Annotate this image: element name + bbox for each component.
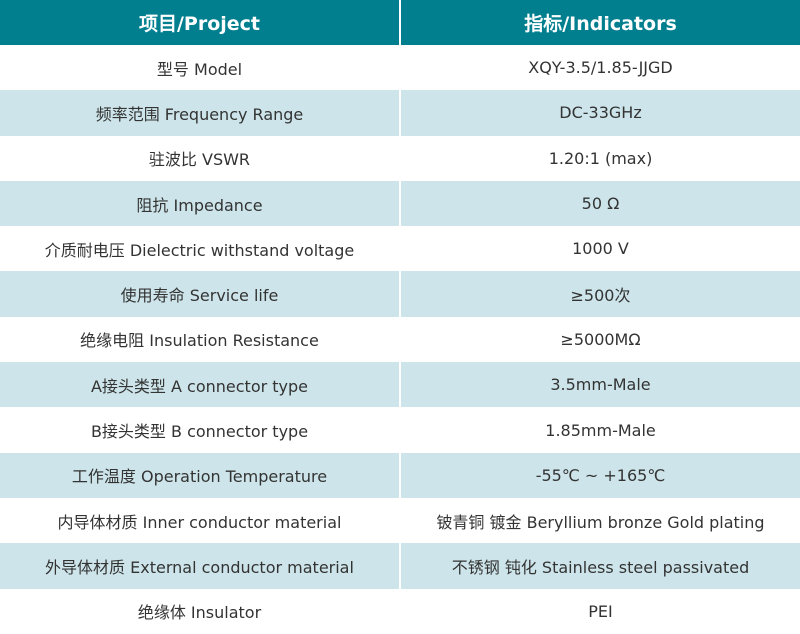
row-indicator: 3.5mm-Male xyxy=(401,362,800,408)
row-indicator: 1000 V xyxy=(572,239,629,259)
row-indicator: 不锈钢 钝化 Stainless steel passivated xyxy=(401,543,800,589)
row-project: 使用寿命 Service life xyxy=(0,271,399,317)
row-indicator: -55℃ ~ +165℃ xyxy=(401,452,800,498)
header-indicators: 指标/Indicators xyxy=(401,0,800,45)
row-project: 介质耐电压 Dielectric withstand voltage xyxy=(44,240,355,260)
row-indicator: ≥500次 xyxy=(401,271,800,317)
row-indicator: 1.85mm-Male xyxy=(545,420,656,440)
table-header: 项目/Project 指标/Indicators xyxy=(0,0,800,45)
row-project: 外导体材质 External conductor material xyxy=(0,543,399,589)
table-row: A接头类型 A connector type 3.5mm-Male xyxy=(0,362,800,408)
table-body: 型号 Model XQY-3.5/1.85-JJGD 频率范围 Frequency … xyxy=(0,45,800,634)
table-row: 阻抗 Impedance 50 Ω xyxy=(0,180,800,227)
table-row: 外导体材质 External conductor material 不锈钢 钝化 … xyxy=(0,543,800,589)
row-project: 工作温度 Operation Temperature xyxy=(0,452,399,498)
row-project: 绝缘电阻 Insulation Resistance xyxy=(80,331,319,351)
row-project: 绝缘体 Insulator xyxy=(137,603,262,623)
table-row: B接头类型 B connector type 1.85mm-Male xyxy=(0,407,800,452)
table-row: 使用寿命 Service life ≥500次 xyxy=(0,271,800,317)
row-project: A接头类型 A connector type xyxy=(0,362,399,408)
row-indicator: ≥5000MΩ xyxy=(560,329,641,349)
row-indicator: XQY-3.5/1.85-JJGD xyxy=(528,58,673,78)
table-row: 内导体材质 Inner conductor material 铍青铜 镀金 Ber… xyxy=(0,498,800,543)
row-indicator: PEI xyxy=(588,601,613,621)
table-row: 介质耐电压 Dielectric withstand voltage 1000 V xyxy=(0,226,800,271)
row-indicator: 铍青铜 镀金 Beryllium bronze Gold plating xyxy=(436,512,765,532)
row-project: B接头类型 B connector type xyxy=(90,422,309,442)
table-row: 型号 Model XQY-3.5/1.85-JJGD xyxy=(0,45,800,90)
row-indicator: DC-33GHz xyxy=(401,90,800,136)
row-project: 内导体材质 Inner conductor material xyxy=(57,512,342,532)
table-row: 频率范围 Frequency Range DC-33GHz xyxy=(0,90,800,136)
table-row: 工作温度 Operation Temperature -55℃ ~ +165℃ xyxy=(0,452,800,498)
row-project: 频率范围 Frequency Range xyxy=(0,90,399,136)
row-project: 阻抗 Impedance xyxy=(0,180,399,227)
header-project: 项目/Project xyxy=(0,0,399,45)
row-project: 型号 Model xyxy=(156,59,243,79)
row-indicator: 50 Ω xyxy=(401,180,800,227)
table-row: 驻波比 VSWR 1.20:1 (max) xyxy=(0,136,800,181)
table-row: 绝缘体 Insulator PEI xyxy=(0,589,800,634)
table-row: 绝缘电阻 Insulation Resistance ≥5000MΩ xyxy=(0,317,800,362)
row-indicator: 1.20:1 (max) xyxy=(548,148,653,168)
row-project: 驻波比 VSWR xyxy=(148,150,251,170)
